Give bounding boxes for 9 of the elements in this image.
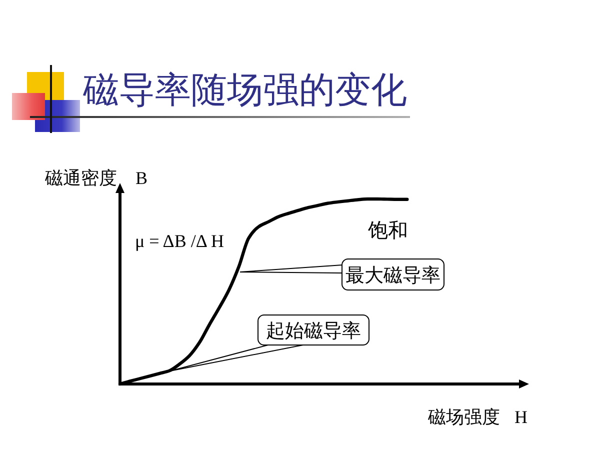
- annotation: 最大磁导率: [240, 258, 444, 290]
- annotation: 饱和: [368, 220, 408, 242]
- y-axis-title: 磁通密度 B: [45, 168, 148, 188]
- annotation: 起始磁导率: [170, 314, 370, 372]
- annotation: μ = ΔB /Δ H: [135, 231, 224, 251]
- title: 磁导率随场强的变化: [83, 70, 407, 110]
- annotation: 起始磁导率: [266, 320, 361, 342]
- x-axis-title: 磁场强度 H: [428, 407, 528, 427]
- annotation: 最大磁导率: [346, 264, 440, 286]
